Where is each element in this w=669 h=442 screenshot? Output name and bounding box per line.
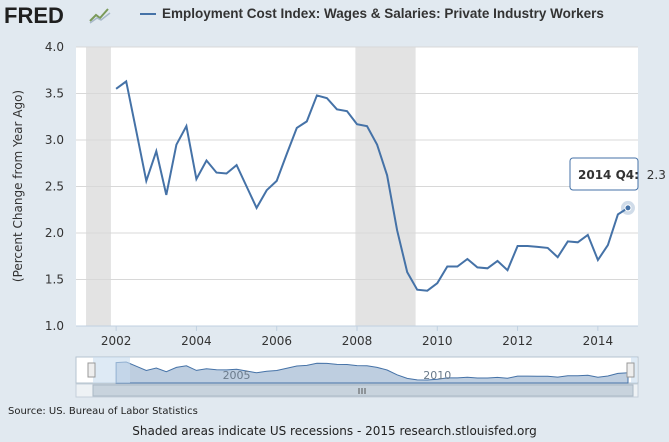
navigator-series [115, 361, 629, 384]
x-axis-ticks: 2002 2004 2006 2008 2010 2012 2014 [76, 325, 638, 348]
svg-text:2014 Q4: 2.3: 2014 Q4: 2.3 [578, 168, 666, 182]
x-tick-label: 2004 [181, 334, 212, 348]
legend-label: Employment Cost Index: Wages & Salaries:… [162, 6, 604, 21]
tooltip: 2014 Q4: 2.3 [569, 157, 666, 191]
x-tick-label: 2010 [422, 334, 453, 348]
navigator-label: 2005 [223, 369, 251, 382]
x-tick-label: 2012 [502, 334, 533, 348]
y-axis-ticks: 1.0 1.5 2.0 2.5 3.0 3.5 4.0 [45, 40, 64, 333]
scrollbar-thumb[interactable] [92, 384, 634, 397]
tooltip-label: 2014 Q4: [578, 168, 639, 182]
source-note: Source: US. Bureau of Labor Statistics [8, 406, 198, 417]
y-axis-label: (Percent Change from Year Ago) [11, 90, 25, 282]
y-tick-label: 3.5 [45, 87, 64, 101]
y-tick-label: 2.0 [45, 226, 64, 240]
navigator-right-handle[interactable] [626, 362, 635, 378]
x-tick-label: 2006 [261, 334, 292, 348]
scroll-grip-icon [358, 388, 366, 394]
y-tick-label: 1.5 [45, 273, 64, 287]
navigator[interactable]: 2005 2010 [75, 356, 639, 384]
highlighted-point-dot [624, 204, 632, 212]
series-line[interactable] [115, 79, 629, 292]
navigator-left-handle[interactable] [87, 362, 96, 378]
chart-legend[interactable]: Employment Cost Index: Wages & Salaries:… [140, 6, 604, 21]
x-tick-label: 2008 [342, 334, 373, 348]
y-tick-label: 1.0 [45, 319, 64, 333]
scrollbar[interactable] [75, 383, 639, 398]
fred-logo: FRED [4, 3, 64, 28]
x-tick-label: 2014 [583, 334, 614, 348]
navigator-label: 2010 [423, 369, 451, 382]
fred-chart-icon [89, 8, 111, 24]
y-tick-label: 4.0 [45, 40, 64, 54]
footer-note: Shaded areas indicate US recessions - 20… [132, 424, 537, 438]
tooltip-value: 2.3 [647, 168, 666, 182]
y-tick-label: 2.5 [45, 180, 64, 194]
y-tick-label: 3.0 [45, 133, 64, 147]
x-tick-label: 2002 [101, 334, 132, 348]
legend-swatch [140, 12, 156, 15]
navigator-unselected-left [93, 357, 130, 383]
